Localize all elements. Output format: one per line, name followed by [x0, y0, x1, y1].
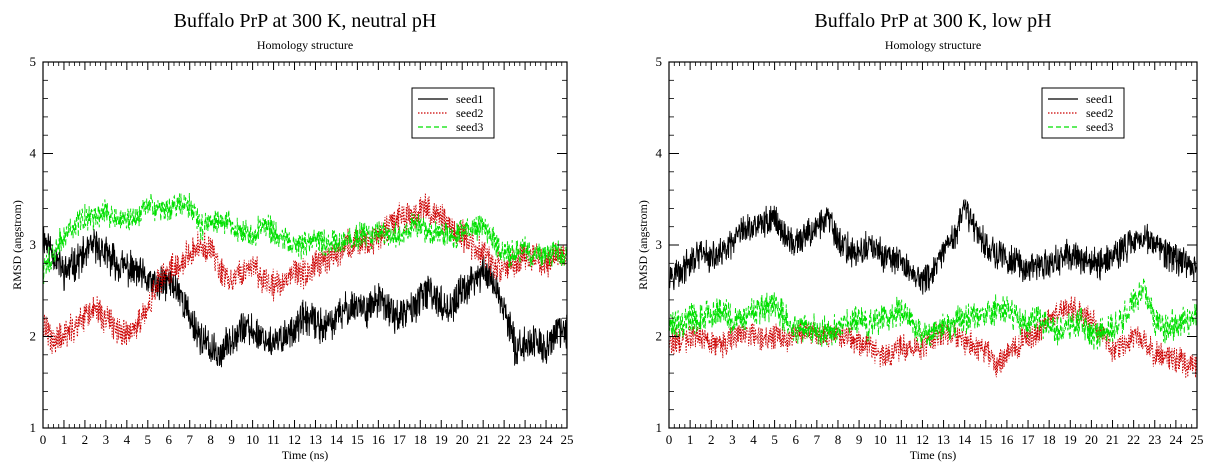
x-tick-label: 7	[814, 432, 821, 447]
legend-box	[1041, 87, 1125, 139]
y-tick-label: 5	[30, 54, 37, 69]
chart-subtitle: Homology structure	[885, 38, 981, 52]
x-tick-label: 12	[288, 432, 301, 447]
y-tick-label: 4	[656, 146, 663, 161]
y-axis-label: RMSD (angstrom)	[10, 200, 24, 290]
x-tick-label: 10	[246, 432, 259, 447]
x-tick-label: 23	[1148, 432, 1161, 447]
x-tick-label: 23	[519, 432, 532, 447]
x-tick-label: 16	[372, 432, 386, 447]
x-tick-label: 20	[456, 432, 469, 447]
x-tick-label: 20	[1085, 432, 1098, 447]
x-tick-label: 8	[835, 432, 842, 447]
x-tick-label: 3	[103, 432, 110, 447]
x-tick-label: 17	[393, 432, 407, 447]
y-tick-label: 3	[656, 237, 663, 252]
x-tick-label: 11	[895, 432, 908, 447]
chart-panel-1: Buffalo PrP at 300 K, neutral pH Homology…	[10, 10, 574, 462]
x-tick-label: 14	[958, 432, 972, 447]
x-tick-label: 0	[40, 432, 47, 447]
x-tick-label: 13	[309, 432, 322, 447]
x-tick-label: 15	[979, 432, 992, 447]
y-tick-label: 2	[30, 329, 37, 344]
series-line-seed2	[43, 193, 567, 354]
legend-label-seed3: seed3	[456, 120, 483, 134]
x-tick-label: 16	[1000, 432, 1014, 447]
x-tick-label: 17	[1022, 432, 1036, 447]
x-tick-label: 22	[1127, 432, 1140, 447]
chart-panel-2: Buffalo PrP at 300 K, low pH Homology str…	[636, 10, 1204, 462]
x-tick-label: 24	[1169, 432, 1183, 447]
x-tick-label: 0	[666, 432, 673, 447]
x-tick-label: 3	[729, 432, 736, 447]
x-tick-label: 4	[750, 432, 757, 447]
chart-title: Buffalo PrP at 300 K, neutral pH	[174, 10, 437, 32]
legend-label-seed2: seed2	[456, 106, 483, 120]
x-axis-label: Time (ns)	[282, 448, 329, 462]
x-tick-label: 2	[82, 432, 89, 447]
y-tick-label: 5	[656, 54, 663, 69]
legend-label-seed1: seed1	[1086, 92, 1113, 106]
x-tick-label: 5	[771, 432, 778, 447]
x-tick-label: 4	[124, 432, 131, 447]
chart-title: Buffalo PrP at 300 K, low pH	[814, 10, 1051, 32]
x-tick-label: 21	[477, 432, 490, 447]
x-tick-label: 22	[498, 432, 511, 447]
x-tick-label: 13	[937, 432, 950, 447]
x-tick-label: 5	[145, 432, 152, 447]
x-tick-label: 8	[207, 432, 214, 447]
x-tick-label: 25	[1191, 432, 1204, 447]
x-tick-label: 2	[708, 432, 715, 447]
legend-label-seed2: seed2	[1086, 106, 1113, 120]
x-tick-label: 9	[856, 432, 863, 447]
x-tick-label: 25	[561, 432, 574, 447]
y-tick-label: 2	[656, 329, 663, 344]
x-tick-label: 21	[1106, 432, 1119, 447]
x-tick-label: 12	[916, 432, 929, 447]
series-line-seed1	[669, 198, 1197, 295]
chart-subtitle: Homology structure	[257, 38, 353, 52]
legend-label-seed3: seed3	[1086, 120, 1113, 134]
y-tick-label: 1	[30, 420, 37, 435]
x-tick-label: 19	[1064, 432, 1077, 447]
x-tick-label: 10	[874, 432, 887, 447]
x-tick-label: 1	[61, 432, 68, 447]
x-tick-label: 6	[792, 432, 799, 447]
legend-box	[411, 87, 495, 139]
series-line-seed3	[669, 277, 1197, 351]
x-tick-label: 1	[687, 432, 694, 447]
x-tick-label: 6	[166, 432, 173, 447]
series-line-seed1	[43, 226, 567, 368]
x-tick-label: 14	[330, 432, 344, 447]
x-tick-label: 11	[267, 432, 280, 447]
y-tick-label: 4	[30, 146, 37, 161]
x-tick-label: 7	[186, 432, 193, 447]
x-axis-label: Time (ns)	[910, 448, 957, 462]
x-tick-label: 24	[540, 432, 554, 447]
y-axis-label: RMSD (angstrom)	[636, 200, 650, 290]
x-tick-label: 18	[1043, 432, 1056, 447]
x-tick-label: 18	[414, 432, 427, 447]
series-line-seed3	[43, 192, 567, 285]
x-tick-label: 9	[228, 432, 235, 447]
x-tick-label: 15	[351, 432, 364, 447]
x-tick-label: 19	[435, 432, 448, 447]
legend-label-seed1: seed1	[456, 92, 483, 106]
y-tick-label: 3	[30, 237, 37, 252]
y-tick-label: 1	[656, 420, 663, 435]
series-line-seed2	[669, 296, 1197, 379]
